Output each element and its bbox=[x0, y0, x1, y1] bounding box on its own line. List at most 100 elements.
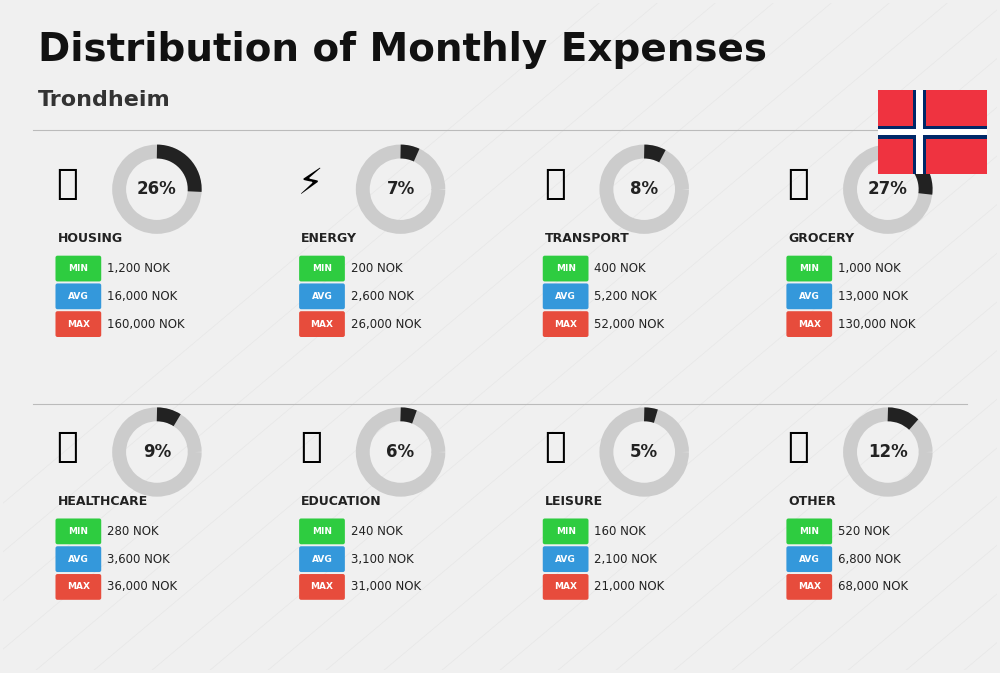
Text: 400 NOK: 400 NOK bbox=[594, 262, 646, 275]
FancyBboxPatch shape bbox=[878, 126, 987, 139]
Text: GROCERY: GROCERY bbox=[788, 232, 855, 246]
FancyBboxPatch shape bbox=[299, 256, 345, 281]
Text: AVG: AVG bbox=[799, 555, 820, 564]
Text: 26%: 26% bbox=[137, 180, 177, 199]
Text: 🎓: 🎓 bbox=[300, 430, 322, 464]
Text: 8%: 8% bbox=[630, 180, 658, 199]
FancyBboxPatch shape bbox=[543, 574, 589, 600]
FancyBboxPatch shape bbox=[299, 311, 345, 337]
Text: 2,600 NOK: 2,600 NOK bbox=[351, 290, 414, 303]
Text: MAX: MAX bbox=[554, 582, 577, 592]
Text: 3,600 NOK: 3,600 NOK bbox=[107, 553, 170, 565]
Text: MIN: MIN bbox=[312, 264, 332, 273]
Text: 6,800 NOK: 6,800 NOK bbox=[838, 553, 901, 565]
Text: MIN: MIN bbox=[556, 527, 576, 536]
Text: 520 NOK: 520 NOK bbox=[838, 525, 890, 538]
Text: EDUCATION: EDUCATION bbox=[301, 495, 382, 508]
Text: 21,000 NOK: 21,000 NOK bbox=[594, 580, 665, 594]
Text: ENERGY: ENERGY bbox=[301, 232, 357, 246]
Text: 💰: 💰 bbox=[788, 430, 809, 464]
Text: 52,000 NOK: 52,000 NOK bbox=[594, 318, 665, 330]
Text: 240 NOK: 240 NOK bbox=[351, 525, 403, 538]
Text: AVG: AVG bbox=[68, 555, 89, 564]
Text: AVG: AVG bbox=[799, 292, 820, 301]
Text: MAX: MAX bbox=[67, 320, 90, 328]
Text: MAX: MAX bbox=[798, 582, 821, 592]
Text: 200 NOK: 200 NOK bbox=[351, 262, 402, 275]
FancyBboxPatch shape bbox=[543, 311, 589, 337]
Text: AVG: AVG bbox=[68, 292, 89, 301]
FancyBboxPatch shape bbox=[55, 256, 101, 281]
Text: 7%: 7% bbox=[386, 180, 415, 199]
Text: HEALTHCARE: HEALTHCARE bbox=[57, 495, 148, 508]
Text: 1,200 NOK: 1,200 NOK bbox=[107, 262, 170, 275]
FancyBboxPatch shape bbox=[786, 283, 832, 309]
Text: 🛒: 🛒 bbox=[788, 168, 809, 201]
FancyBboxPatch shape bbox=[543, 546, 589, 572]
FancyBboxPatch shape bbox=[55, 546, 101, 572]
Text: 13,000 NOK: 13,000 NOK bbox=[838, 290, 908, 303]
FancyBboxPatch shape bbox=[916, 90, 923, 174]
Text: 9%: 9% bbox=[143, 443, 171, 461]
Text: LEISURE: LEISURE bbox=[545, 495, 603, 508]
Text: MIN: MIN bbox=[312, 527, 332, 536]
FancyBboxPatch shape bbox=[55, 283, 101, 309]
Text: MAX: MAX bbox=[310, 320, 333, 328]
Text: ⚡: ⚡ bbox=[298, 168, 324, 201]
FancyBboxPatch shape bbox=[299, 518, 345, 544]
Text: MAX: MAX bbox=[554, 320, 577, 328]
Text: MIN: MIN bbox=[556, 264, 576, 273]
Text: 36,000 NOK: 36,000 NOK bbox=[107, 580, 177, 594]
Text: 3,100 NOK: 3,100 NOK bbox=[351, 553, 414, 565]
FancyBboxPatch shape bbox=[878, 90, 987, 174]
Text: 26,000 NOK: 26,000 NOK bbox=[351, 318, 421, 330]
Text: 🚌: 🚌 bbox=[544, 168, 566, 201]
Text: MAX: MAX bbox=[310, 582, 333, 592]
Text: HOUSING: HOUSING bbox=[57, 232, 123, 246]
Text: MAX: MAX bbox=[67, 582, 90, 592]
Text: Trondheim: Trondheim bbox=[38, 90, 170, 110]
Text: MIN: MIN bbox=[799, 527, 819, 536]
Text: OTHER: OTHER bbox=[788, 495, 836, 508]
Text: MIN: MIN bbox=[68, 264, 88, 273]
FancyBboxPatch shape bbox=[299, 546, 345, 572]
Text: 12%: 12% bbox=[868, 443, 908, 461]
FancyBboxPatch shape bbox=[543, 283, 589, 309]
Text: Distribution of Monthly Expenses: Distribution of Monthly Expenses bbox=[38, 32, 767, 69]
Text: 5%: 5% bbox=[630, 443, 658, 461]
Text: 6%: 6% bbox=[386, 443, 415, 461]
FancyBboxPatch shape bbox=[878, 129, 987, 135]
FancyBboxPatch shape bbox=[55, 574, 101, 600]
Text: 280 NOK: 280 NOK bbox=[107, 525, 159, 538]
Text: AVG: AVG bbox=[555, 292, 576, 301]
Text: 2,100 NOK: 2,100 NOK bbox=[594, 553, 657, 565]
Text: AVG: AVG bbox=[312, 555, 332, 564]
Text: 🏥: 🏥 bbox=[57, 430, 78, 464]
FancyBboxPatch shape bbox=[543, 256, 589, 281]
Text: MIN: MIN bbox=[68, 527, 88, 536]
Text: 5,200 NOK: 5,200 NOK bbox=[594, 290, 657, 303]
Text: 160 NOK: 160 NOK bbox=[594, 525, 646, 538]
Text: 160,000 NOK: 160,000 NOK bbox=[107, 318, 185, 330]
FancyBboxPatch shape bbox=[299, 283, 345, 309]
FancyBboxPatch shape bbox=[55, 518, 101, 544]
FancyBboxPatch shape bbox=[786, 518, 832, 544]
Text: 🛍: 🛍 bbox=[544, 430, 566, 464]
Text: 16,000 NOK: 16,000 NOK bbox=[107, 290, 177, 303]
FancyBboxPatch shape bbox=[786, 546, 832, 572]
Text: MAX: MAX bbox=[798, 320, 821, 328]
FancyBboxPatch shape bbox=[786, 574, 832, 600]
FancyBboxPatch shape bbox=[543, 518, 589, 544]
FancyBboxPatch shape bbox=[786, 256, 832, 281]
FancyBboxPatch shape bbox=[913, 90, 926, 174]
Text: AVG: AVG bbox=[555, 555, 576, 564]
Text: 27%: 27% bbox=[868, 180, 908, 199]
FancyBboxPatch shape bbox=[299, 574, 345, 600]
Text: 🏢: 🏢 bbox=[57, 168, 78, 201]
Text: 68,000 NOK: 68,000 NOK bbox=[838, 580, 908, 594]
FancyBboxPatch shape bbox=[786, 311, 832, 337]
Text: TRANSPORT: TRANSPORT bbox=[545, 232, 630, 246]
Text: AVG: AVG bbox=[312, 292, 332, 301]
Text: 130,000 NOK: 130,000 NOK bbox=[838, 318, 916, 330]
FancyBboxPatch shape bbox=[55, 311, 101, 337]
